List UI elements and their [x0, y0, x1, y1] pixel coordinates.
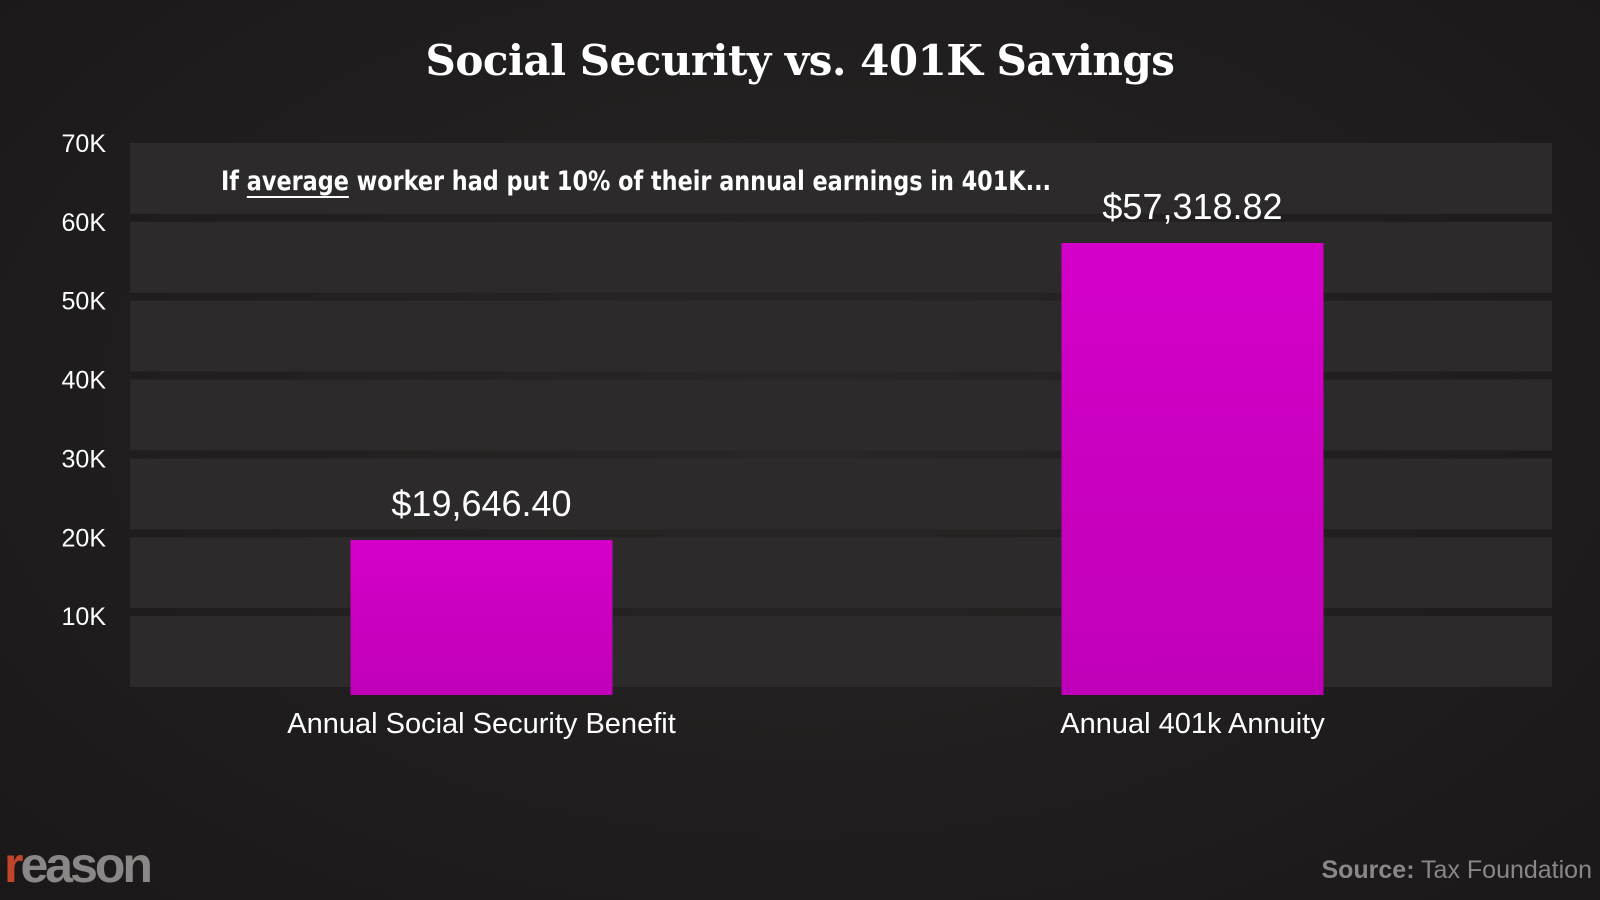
grid-band [130, 300, 1552, 372]
grid-band [130, 143, 1552, 214]
source-value: Tax Foundation [1414, 856, 1592, 884]
bar-value-label: $57,318.82 [1102, 186, 1282, 227]
subtitle-emphasis: average [247, 166, 349, 197]
grid-band [130, 379, 1552, 451]
bar [1061, 243, 1324, 695]
chart-subtitle: If average worker had put 10% of their a… [221, 166, 1051, 197]
y-tick-label: 60K [62, 209, 107, 237]
y-axis: 10K 20K 30K 40K 50K 60K 70K [62, 130, 107, 631]
bars [350, 243, 1324, 695]
y-tick-label: 40K [62, 367, 107, 395]
grid-band [130, 458, 1552, 530]
grid-band [130, 616, 1552, 687]
source-credit: Source: Tax Foundation [1321, 856, 1592, 885]
reason-logo: reason [4, 838, 153, 893]
subtitle-text: worker had put 10% of their annual earni… [349, 166, 1051, 197]
value-labels: $19,646.40 $57,318.82 [391, 186, 1282, 524]
x-axis: Annual Social Security Benefit Annual 401… [287, 708, 1325, 740]
y-tick-label: 30K [62, 445, 107, 473]
x-category-label: Annual Social Security Benefit [287, 708, 676, 740]
subtitle-text: If [221, 166, 247, 197]
grid-band [130, 537, 1552, 609]
svg-text:reason: reason [4, 838, 150, 893]
chart-title: Social Security vs. 401K Savings [425, 36, 1175, 85]
y-tick-label: 70K [62, 130, 107, 158]
grid-bands [130, 143, 1552, 687]
bar [350, 540, 613, 695]
source-label: Source: [1321, 856, 1415, 884]
x-category-label: Annual 401k Annuity [1060, 708, 1325, 740]
grid-band [130, 221, 1552, 293]
y-tick-label: 10K [62, 603, 107, 631]
y-tick-label: 20K [62, 524, 107, 552]
bar-value-label: $19,646.40 [391, 483, 571, 524]
y-tick-label: 50K [62, 288, 107, 316]
